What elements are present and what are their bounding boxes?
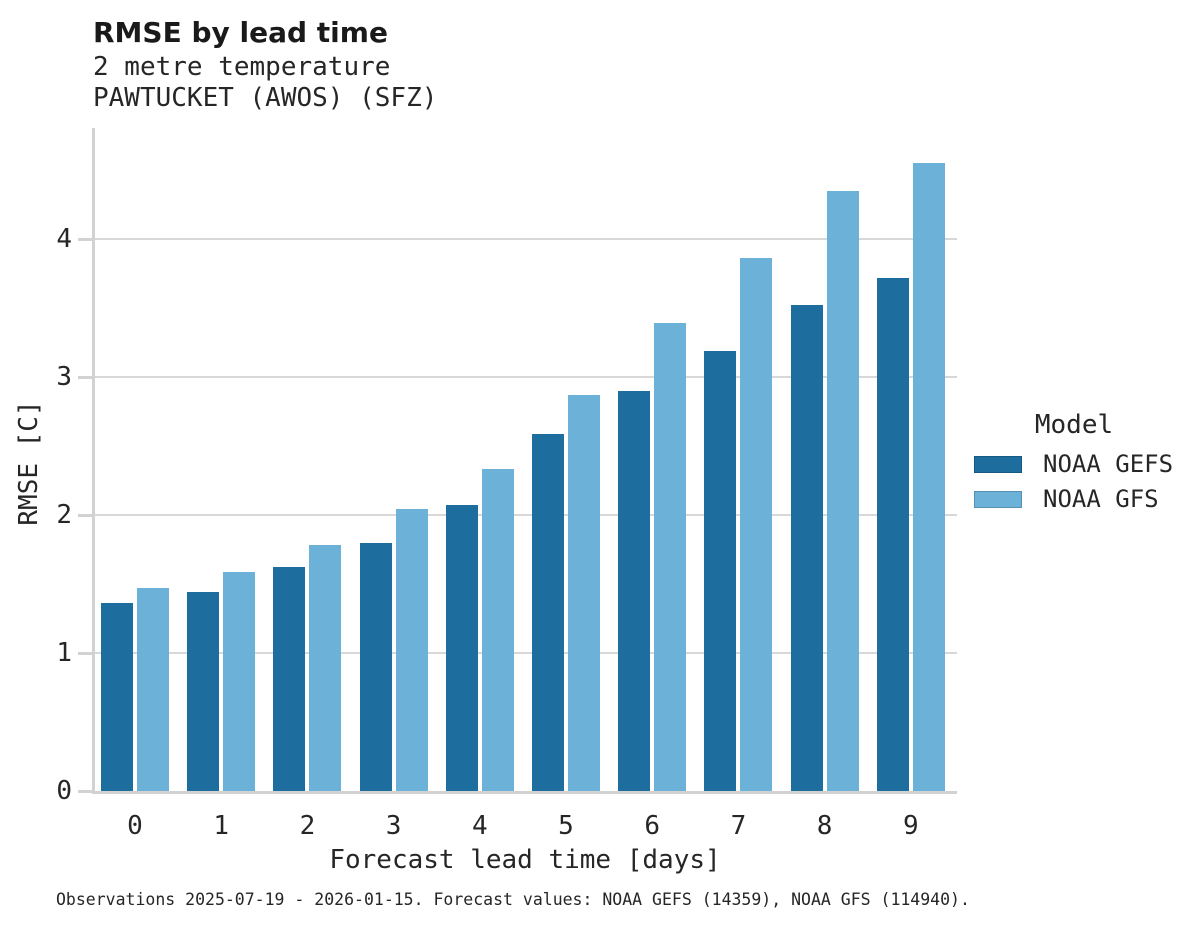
y-tick-label-3: 3 [56,362,72,392]
legend: Model NOAA GEFS NOAA GFS [974,410,1184,518]
x-tick-label-0: 0 [127,811,143,841]
y-tick-label-0: 0 [56,776,72,806]
bar-noaa-gefs-day4 [445,505,478,791]
bar-noaa-gefs-day9 [876,278,909,791]
bar-noaa-gfs-day2 [309,545,342,791]
chart-title: RMSE by lead time [93,16,388,49]
x-tick-label-7: 7 [730,811,747,841]
y-tick-label-1: 1 [56,638,72,668]
bar-noaa-gfs-day5 [568,395,600,791]
bar-noaa-gefs-day0 [101,603,133,791]
chart-subtitle-variable: 2 metre temperature [93,52,391,82]
bar-noaa-gefs-day2 [273,567,306,791]
bar-noaa-gefs-day8 [790,305,823,791]
bar-noaa-gfs-day9 [912,163,945,791]
gridline-y2 [95,514,957,516]
bar-noaa-gfs-day4 [481,469,514,791]
plot-area [92,128,957,794]
legend-label-gfs: NOAA GFS [1043,485,1159,513]
bar-noaa-gefs-day1 [187,592,220,791]
bar-noaa-gfs-day7 [740,258,773,791]
y-tick-mark-0 [78,790,92,793]
y-tick-label-2: 2 [56,500,72,530]
legend-entry-gefs: NOAA GEFS [974,448,1184,483]
bar-noaa-gfs-day8 [826,191,859,791]
gridline-y3 [95,376,957,378]
legend-swatch-gefs-icon [974,456,1022,473]
figure-caption: Observations 2025-07-19 - 2026-01-15. Fo… [56,890,970,909]
bar-noaa-gfs-day6 [654,323,687,791]
legend-title: Model [1034,410,1114,440]
y-tick-mark-4 [78,238,92,241]
y-tick-label-4: 4 [56,224,72,254]
x-tick-label-1: 1 [213,811,230,841]
legend-entry-gfs: NOAA GFS [974,483,1184,518]
x-tick-label-2: 2 [299,811,316,841]
bar-noaa-gefs-day6 [618,391,651,791]
x-axis-title: Forecast lead time [days] [329,845,721,875]
legend-label-gefs: NOAA GEFS [1043,450,1174,478]
bar-noaa-gfs-day3 [395,509,428,791]
x-tick-label-4: 4 [471,811,488,841]
bar-noaa-gfs-day1 [223,572,256,791]
bar-noaa-gefs-day5 [532,434,564,791]
gridline-y1 [95,652,957,654]
bar-noaa-gefs-day7 [704,351,737,791]
x-tick-label-9: 9 [902,811,919,841]
y-tick-mark-3 [78,376,92,379]
bar-noaa-gfs-day0 [137,588,169,791]
x-tick-label-5: 5 [558,811,574,841]
x-tick-label-3: 3 [385,811,402,841]
legend-swatch-gfs-icon [974,491,1022,508]
x-tick-label-6: 6 [644,811,661,841]
x-tick-label-8: 8 [816,811,833,841]
chart-subtitle-station: PAWTUCKET (AWOS) (SFZ) [93,83,438,113]
y-tick-mark-1 [78,652,92,655]
gridline-y4 [95,238,957,240]
bar-noaa-gefs-day3 [359,543,392,791]
y-tick-mark-2 [78,514,92,517]
